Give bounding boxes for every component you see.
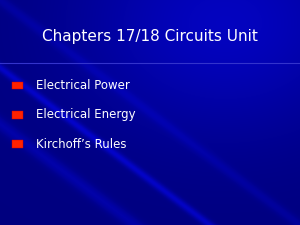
FancyBboxPatch shape — [12, 81, 22, 89]
FancyBboxPatch shape — [12, 111, 22, 119]
FancyBboxPatch shape — [12, 140, 22, 148]
Text: Kirchoff’s Rules: Kirchoff’s Rules — [36, 137, 127, 151]
Text: Electrical Energy: Electrical Energy — [36, 108, 136, 121]
Text: Chapters 17/18 Circuits Unit: Chapters 17/18 Circuits Unit — [42, 29, 258, 43]
Text: Electrical Power: Electrical Power — [36, 79, 130, 92]
